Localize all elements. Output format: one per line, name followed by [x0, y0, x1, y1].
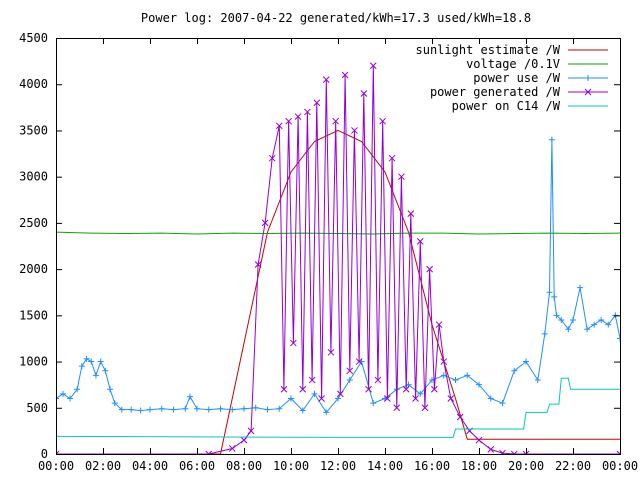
data-point: [241, 437, 247, 443]
data-point: [488, 446, 494, 452]
legend-label: power on C14 /W: [452, 99, 561, 113]
data-point: [84, 356, 90, 362]
data-point: [93, 372, 99, 378]
data-point: [88, 359, 94, 365]
data-point: [253, 405, 259, 411]
legend-label: voltage /0.1V: [466, 57, 560, 71]
y-tick-label: 3000: [19, 170, 48, 184]
legend: sunlight estimate /Wvoltage /0.1Vpower u…: [416, 43, 609, 113]
data-point: [584, 326, 590, 332]
series-line: [56, 130, 620, 454]
data-point: [542, 331, 548, 337]
data-point: [102, 368, 108, 374]
series-layer: [53, 63, 623, 457]
y-tick-label: 500: [26, 401, 48, 415]
legend-marker: [585, 75, 591, 81]
y-tick-label: 4500: [19, 31, 48, 45]
data-point: [128, 407, 134, 413]
series-0: [56, 130, 620, 454]
data-point: [194, 406, 200, 412]
data-point: [549, 137, 555, 143]
x-tick-label: 00:00: [602, 459, 638, 473]
data-point: [570, 317, 576, 323]
data-point: [535, 377, 541, 383]
legend-label: sunlight estimate /W: [416, 43, 561, 57]
data-point: [182, 406, 188, 412]
y-tick-label: 4000: [19, 77, 48, 91]
x-tick-label: 12:00: [320, 459, 356, 473]
x-tick-label: 18:00: [461, 459, 497, 473]
data-point: [187, 394, 193, 400]
data-point: [159, 406, 165, 412]
data-point: [98, 359, 104, 365]
chart-title: Power log: 2007-04-22 generated/kWh=17.3…: [141, 11, 531, 25]
data-point: [206, 407, 212, 413]
data-point: [370, 400, 376, 406]
data-point: [265, 407, 271, 413]
x-tick-label: 22:00: [555, 459, 591, 473]
y-tick-label: 2000: [19, 262, 48, 276]
data-point: [591, 322, 597, 328]
x-tick-label: 14:00: [367, 459, 403, 473]
data-point: [453, 377, 459, 383]
data-point: [241, 406, 247, 412]
data-point: [598, 317, 604, 323]
data-point: [60, 391, 66, 397]
data-point: [547, 289, 553, 295]
legend-label: power generated /W: [430, 85, 561, 99]
data-point: [138, 408, 144, 414]
y-tick-label: 1500: [19, 308, 48, 322]
x-tick-label: 10:00: [273, 459, 309, 473]
data-point: [476, 437, 482, 443]
y-tick-label: 2500: [19, 216, 48, 230]
x-tick-label: 04:00: [132, 459, 168, 473]
data-point: [229, 445, 235, 451]
x-tick-label: 08:00: [226, 459, 262, 473]
x-tick-label: 00:00: [38, 459, 74, 473]
data-point: [147, 407, 153, 413]
y-tick-label: 1000: [19, 355, 48, 369]
data-point: [107, 386, 113, 392]
x-tick-label: 16:00: [414, 459, 450, 473]
x-tick-label: 02:00: [85, 459, 121, 473]
data-point: [551, 294, 557, 300]
x-tick-label: 20:00: [508, 459, 544, 473]
data-point: [79, 363, 85, 369]
x-tick-label: 06:00: [179, 459, 215, 473]
data-point: [312, 391, 318, 397]
data-point: [577, 285, 583, 291]
legend-label: power use /W: [473, 71, 560, 85]
data-point: [500, 400, 506, 406]
data-point: [171, 407, 177, 413]
data-point: [218, 406, 224, 412]
data-point: [347, 377, 353, 383]
y-tick-label: 3500: [19, 123, 48, 137]
